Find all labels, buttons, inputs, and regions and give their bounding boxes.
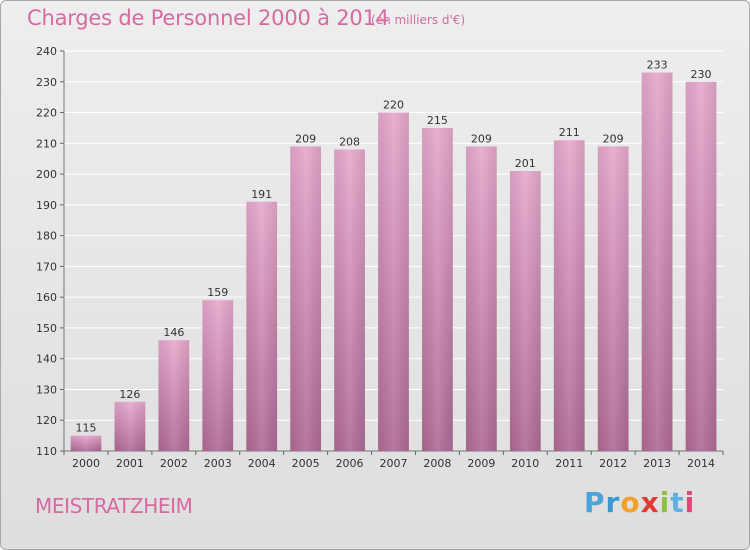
y-tick-label: 140 <box>36 353 57 366</box>
bar-shading-2003 <box>202 300 234 451</box>
data-label: 126 <box>119 388 140 401</box>
y-tick-label: 170 <box>36 260 57 273</box>
bar-shading-2002 <box>158 340 190 451</box>
y-tick-label: 200 <box>36 168 57 181</box>
bar-shading-2007 <box>378 112 409 452</box>
proxiti-logo: Proxiti <box>584 486 695 519</box>
data-label: 215 <box>427 114 448 127</box>
data-label: 209 <box>295 132 316 145</box>
logo-letter: P <box>584 486 606 519</box>
x-tick-label: 2004 <box>248 457 276 470</box>
data-label: 201 <box>515 157 536 170</box>
data-label: 209 <box>471 132 492 145</box>
x-tick-label: 2013 <box>643 457 671 470</box>
x-tick-label: 2008 <box>423 457 451 470</box>
x-tick-label: 2005 <box>292 457 320 470</box>
labels: 2000 115 2001 126 2002 146 2003 159 2004 191 2005 2… <box>72 59 715 470</box>
data-label: 115 <box>75 422 96 435</box>
bars <box>70 72 717 452</box>
logo-letter: i <box>684 486 696 519</box>
bar-shading-2004 <box>246 201 278 451</box>
bar-shading-2014 <box>685 81 717 452</box>
data-label: 209 <box>603 132 624 145</box>
bar-shading-2011 <box>553 140 585 451</box>
y-tick-label: 150 <box>36 322 57 335</box>
y-tick-label: 190 <box>36 199 57 212</box>
bar-shading-2008 <box>422 127 453 451</box>
x-tick-label: 2007 <box>380 457 408 470</box>
data-label: 233 <box>647 59 668 72</box>
data-label: 230 <box>691 68 712 81</box>
bar-shading-2012 <box>597 146 629 451</box>
logo-letter: r <box>605 486 621 519</box>
x-tick-label: 2009 <box>467 457 495 470</box>
chart-title: Charges de Personnel 2000 à 2014 <box>27 6 389 30</box>
data-label: 146 <box>163 326 184 339</box>
x-tick-label: 2014 <box>687 457 715 470</box>
bar-shading-2009 <box>465 146 497 451</box>
logo-letter: x <box>640 486 660 519</box>
x-tick-label: 2006 <box>336 457 364 470</box>
data-label: 220 <box>383 99 404 112</box>
x-tick-label: 2001 <box>116 457 144 470</box>
x-tick-label: 2011 <box>555 457 583 470</box>
bar-shading-2010 <box>509 171 541 451</box>
data-label: 191 <box>251 188 272 201</box>
bar-shading-2000 <box>70 435 102 451</box>
data-label: 211 <box>559 126 580 139</box>
x-tick-label: 2002 <box>160 457 188 470</box>
y-tick-label: 180 <box>36 230 57 243</box>
y-tick-label: 220 <box>36 107 57 120</box>
bar-shading-2005 <box>290 146 322 451</box>
logo-letter: o <box>620 486 641 519</box>
logo-letter: i <box>659 486 671 519</box>
x-tick-label: 2003 <box>204 457 232 470</box>
y-tick-label: 160 <box>36 291 57 304</box>
y-tick-label: 230 <box>36 76 57 89</box>
chart-subtitle: (en milliers d'€) <box>371 13 466 27</box>
logo-letter: t <box>670 486 685 519</box>
y-tick-label: 240 <box>36 45 57 58</box>
x-tick-label: 2000 <box>72 457 100 470</box>
data-label: 208 <box>339 135 360 148</box>
data-label: 159 <box>207 286 228 299</box>
bar-shading-2013 <box>641 72 673 452</box>
bar-shading-2001 <box>114 401 146 451</box>
y-tick-label: 120 <box>36 414 57 427</box>
y-tick-label: 110 <box>36 445 57 458</box>
y-tick-label: 130 <box>36 383 57 396</box>
bar-shading-2006 <box>334 149 365 451</box>
y-tick-label: 210 <box>36 137 57 150</box>
x-tick-label: 2010 <box>511 457 539 470</box>
town-name: MEISTRATZHEIM <box>35 494 193 518</box>
x-tick-label: 2012 <box>599 457 627 470</box>
